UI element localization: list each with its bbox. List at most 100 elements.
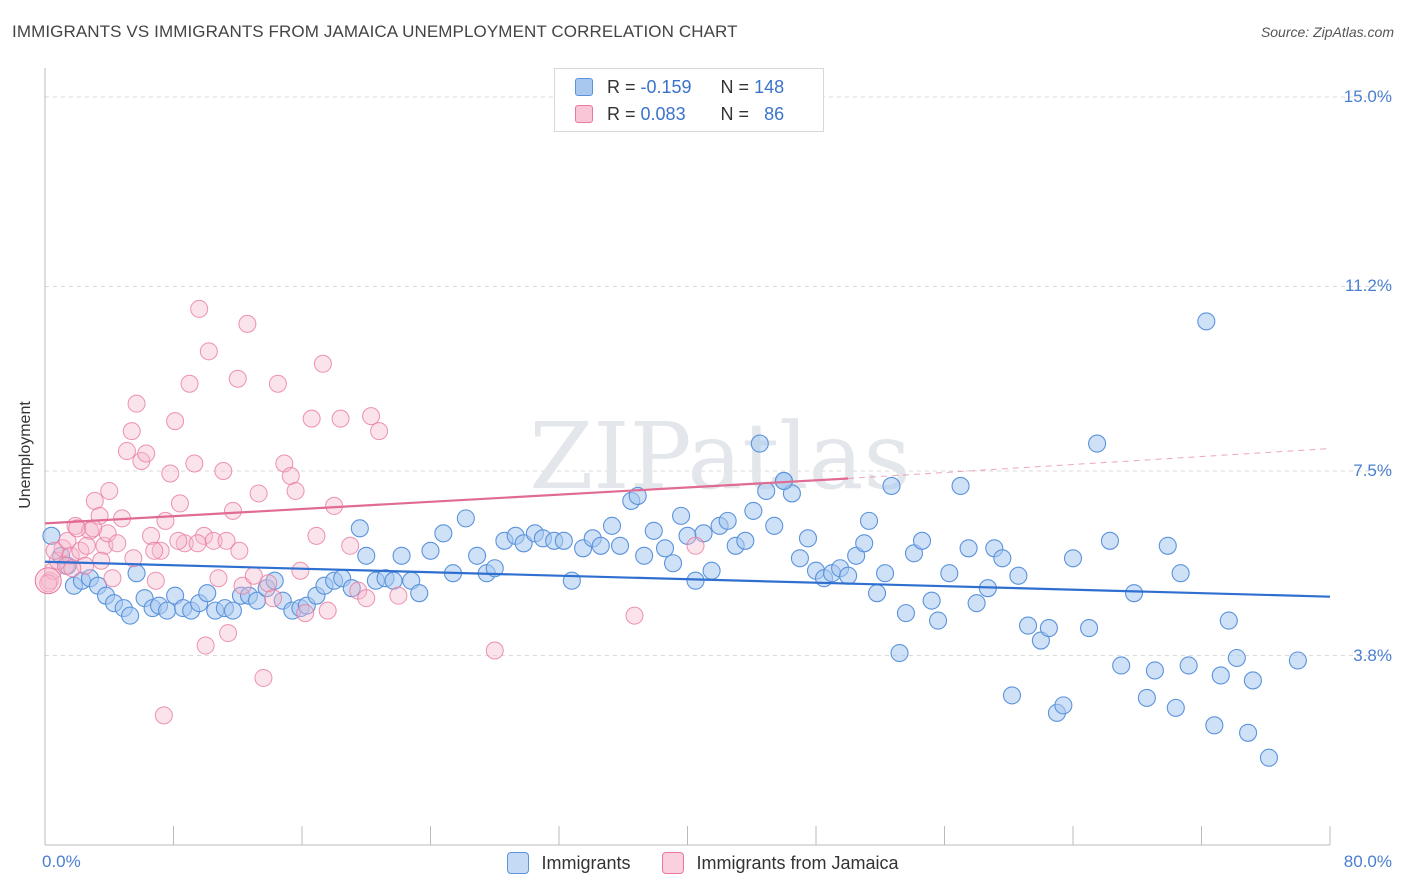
data-point-jamaica [92, 551, 111, 570]
trend-line-jamaica [44, 477, 849, 525]
data-point-immigrants [744, 501, 763, 520]
data-point-immigrants [951, 476, 970, 496]
stats-row-immigrants: R = -0.159 N = 148 [575, 74, 784, 100]
data-point-immigrants [434, 524, 453, 543]
correlation-stats-box: R = -0.159 N = 148 R = 0.083 N = 86 [554, 68, 824, 132]
data-point-jamaica [238, 314, 257, 333]
data-point-jamaica [370, 422, 389, 441]
data-point-jamaica [100, 481, 119, 500]
data-point-jamaica [331, 409, 350, 428]
data-point-immigrants [127, 564, 146, 583]
y-tick-label: 7.5% [1353, 461, 1392, 480]
data-point-jamaica [219, 624, 238, 643]
data-point-jamaica [281, 466, 300, 485]
data-point-immigrants [223, 601, 242, 620]
data-point-jamaica [122, 422, 141, 441]
data-point-immigrants [967, 594, 986, 613]
data-point-immigrants [644, 521, 663, 540]
data-point-jamaica [103, 569, 122, 588]
data-point-immigrants [1166, 698, 1185, 717]
data-point-immigrants [1009, 566, 1028, 585]
data-point-immigrants [357, 546, 376, 565]
data-point-jamaica [188, 534, 207, 553]
data-point-immigrants [198, 584, 217, 603]
data-point-jamaica [485, 641, 504, 660]
data-point-immigrants [672, 506, 691, 525]
data-point-immigrants [562, 571, 581, 590]
data-point-immigrants [384, 571, 403, 590]
data-point-jamaica [77, 536, 96, 555]
data-point-jamaica [259, 574, 278, 593]
data-point-jamaica [151, 541, 170, 560]
data-point-jamaica [166, 412, 185, 431]
data-point-jamaica [161, 464, 180, 483]
data-point-immigrants [350, 519, 369, 538]
chart-legend: Immigrants Immigrants from Jamaica [0, 852, 1406, 874]
data-point-immigrants [882, 476, 901, 496]
data-point-jamaica [185, 454, 204, 473]
data-point-immigrants [929, 611, 948, 630]
data-point-immigrants [839, 566, 858, 585]
data-point-jamaica [108, 534, 127, 553]
data-point-jamaica [313, 354, 332, 373]
data-point-jamaica [117, 442, 136, 461]
data-point-jamaica [85, 491, 104, 510]
legend-swatch-icon [507, 852, 530, 874]
trend-extension-jamaica [848, 448, 1331, 479]
data-point-jamaica [223, 501, 242, 520]
data-point-jamaica [233, 576, 252, 595]
data-point-immigrants [1018, 616, 1038, 635]
data-point-immigrants [1239, 723, 1258, 742]
data-point-jamaica [170, 494, 189, 513]
data-point-jamaica [199, 342, 218, 361]
data-point-jamaica [146, 571, 165, 590]
stats-row-jamaica: R = 0.083 N = 86 [575, 101, 784, 127]
y-tick-label: 3.8% [1353, 645, 1392, 665]
data-point-jamaica [154, 706, 173, 725]
series-jamaica-points [34, 299, 705, 725]
trend-line-immigrants [44, 560, 1331, 598]
data-point-jamaica [268, 374, 287, 393]
data-point-immigrants [798, 529, 818, 548]
data-point-immigrants [718, 511, 737, 530]
data-point-immigrants [765, 516, 784, 535]
data-point-jamaica [217, 531, 236, 550]
data-point-immigrants [1227, 648, 1246, 668]
data-point-jamaica [357, 589, 376, 608]
data-point-immigrants [1179, 656, 1198, 675]
source-label: Source: ZipAtlas.com [1260, 24, 1394, 40]
y-tick-label: 15.0% [1343, 87, 1392, 106]
data-point-immigrants [859, 511, 879, 530]
series-immigrants-points [42, 312, 1307, 767]
data-point-immigrants [628, 486, 647, 505]
data-point-immigrants [247, 591, 267, 610]
data-point-immigrants [890, 643, 909, 663]
data-point-immigrants [1063, 549, 1083, 568]
data-point-immigrants [993, 549, 1012, 568]
grid-lines [45, 96, 1390, 657]
pink-swatch-icon [575, 105, 593, 123]
data-point-immigrants [554, 531, 573, 550]
data-point-immigrants [1288, 651, 1307, 670]
data-point-immigrants [1158, 536, 1177, 555]
data-point-immigrants [959, 539, 978, 558]
data-point-immigrants [736, 531, 755, 550]
data-point-immigrants [686, 571, 705, 590]
legend-item-jamaica[interactable]: Immigrants from Jamaica [662, 852, 899, 874]
data-point-jamaica [264, 589, 283, 608]
data-point-jamaica [296, 604, 315, 623]
data-point-immigrants [867, 584, 887, 603]
data-point-jamaica [204, 531, 223, 550]
data-point-jamaica [156, 511, 175, 530]
data-point-immigrants [1039, 619, 1058, 638]
data-point-immigrants [1100, 531, 1119, 550]
data-point-immigrants [750, 434, 769, 453]
data-point-immigrants [922, 591, 941, 610]
data-point-jamaica [45, 541, 64, 560]
legend-item-immigrants[interactable]: Immigrants [507, 852, 630, 874]
data-point-jamaica [58, 531, 77, 550]
data-point-immigrants [485, 559, 504, 578]
data-point-jamaica [286, 481, 305, 500]
data-point-jamaica [291, 561, 310, 580]
